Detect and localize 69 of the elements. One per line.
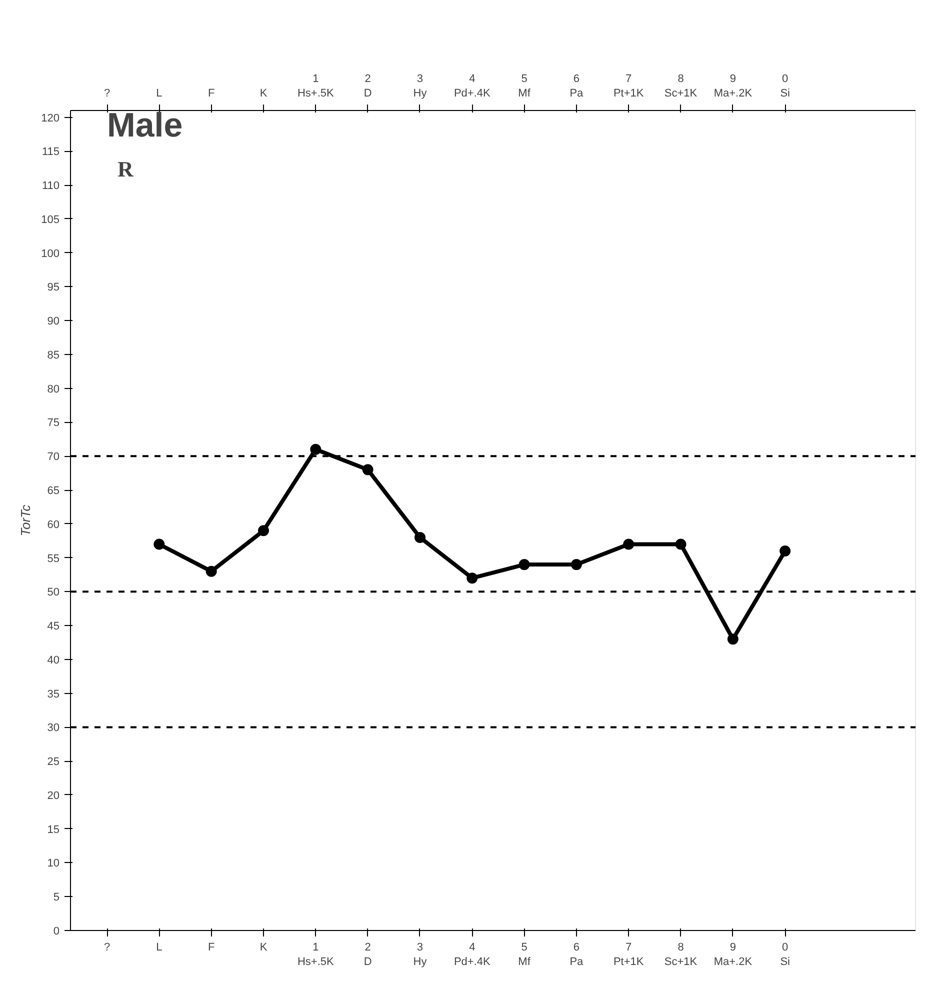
category-label: F: [208, 88, 215, 100]
point: [310, 444, 322, 455]
y-tick-label: 80: [47, 383, 60, 396]
x-tick-label: 3 Hy: [413, 942, 428, 968]
y-tick-label: 60: [47, 518, 60, 531]
x-tick-label: 9 Ma+.2K: [714, 942, 753, 968]
point: [623, 538, 634, 550]
x-tick-label: L: [156, 942, 162, 954]
category-label: 4 Pd+.4K: [454, 73, 490, 100]
y-tick-label: 45: [47, 620, 60, 633]
y-tick-label: 55: [47, 552, 60, 565]
y-axis-title: TorTc: [18, 504, 34, 536]
y-tick-label: 0: [53, 926, 60, 938]
y-tick-label: 35: [47, 688, 60, 700]
point: [362, 464, 374, 476]
x-tick-label: 5 Mf: [518, 942, 532, 968]
y-tick-label: 30: [47, 722, 60, 734]
x-tick-label: 1 Hs+.5K: [297, 942, 335, 968]
point: [466, 572, 478, 584]
y-tick-label: 105: [41, 214, 60, 226]
point: [154, 538, 165, 550]
point: [258, 525, 269, 536]
x-tick-label: 2 D: [364, 942, 372, 968]
y-tick-label: 70: [47, 451, 60, 464]
y-tick-label: 5: [53, 892, 60, 904]
y-tick-label: 15: [47, 824, 60, 836]
category-label: 5 Mf: [518, 73, 530, 100]
y-tick-label: 20: [47, 790, 60, 802]
point: [206, 566, 217, 577]
category-label: 0 Si: [780, 73, 790, 100]
x-tick-label: 8 Sc+1K: [664, 942, 698, 968]
y-tick-label: 50: [47, 586, 60, 599]
point: [780, 546, 791, 556]
category-label: 3 Hy: [413, 73, 427, 100]
category-label: L: [156, 88, 162, 100]
x-tick-label: ?: [104, 942, 110, 954]
x-tick-label: 7 Pt+1K: [613, 942, 644, 968]
category-label: 9 Ma+.2K: [714, 73, 752, 100]
category-label: 8 Sc+1K: [664, 73, 698, 100]
y-tick-label: 85: [47, 349, 60, 362]
y-tick-label: 10: [47, 858, 60, 870]
y-tick-label: 40: [47, 654, 60, 666]
chart-title: Male: [107, 106, 183, 144]
x-tick-label: 4 Pd+.4K: [454, 942, 491, 968]
category-label: ?: [104, 88, 110, 100]
y-tick-label: 120: [41, 112, 60, 124]
x-tick-label: 6 Pa: [570, 942, 584, 968]
x-tick-label: F: [208, 942, 215, 954]
y-tick-label: 90: [47, 316, 60, 328]
y-tick-label: 100: [41, 248, 60, 260]
point: [414, 532, 426, 543]
x-tick-label: K: [260, 942, 268, 954]
point: [675, 538, 686, 550]
y-tick-label: 110: [42, 180, 60, 192]
y-tick-label: 115: [42, 146, 60, 158]
x-tick-label: 0 Si: [780, 942, 790, 968]
category-label: K: [260, 88, 268, 100]
point: [518, 559, 530, 570]
text: R: [117, 156, 134, 182]
category-label: 1 Hs+.5K: [297, 73, 334, 100]
y-tick-label: 65: [47, 485, 60, 498]
y-tick-label: 75: [47, 417, 60, 430]
y-tick-label: 95: [47, 282, 60, 294]
category-label: 2 D: [364, 73, 372, 100]
category-label: 7 Pt+1K: [613, 73, 644, 100]
category-label: 6 Pa: [570, 73, 584, 100]
point: [570, 559, 582, 570]
point: [727, 634, 738, 645]
y-tick-label: 25: [47, 756, 60, 768]
